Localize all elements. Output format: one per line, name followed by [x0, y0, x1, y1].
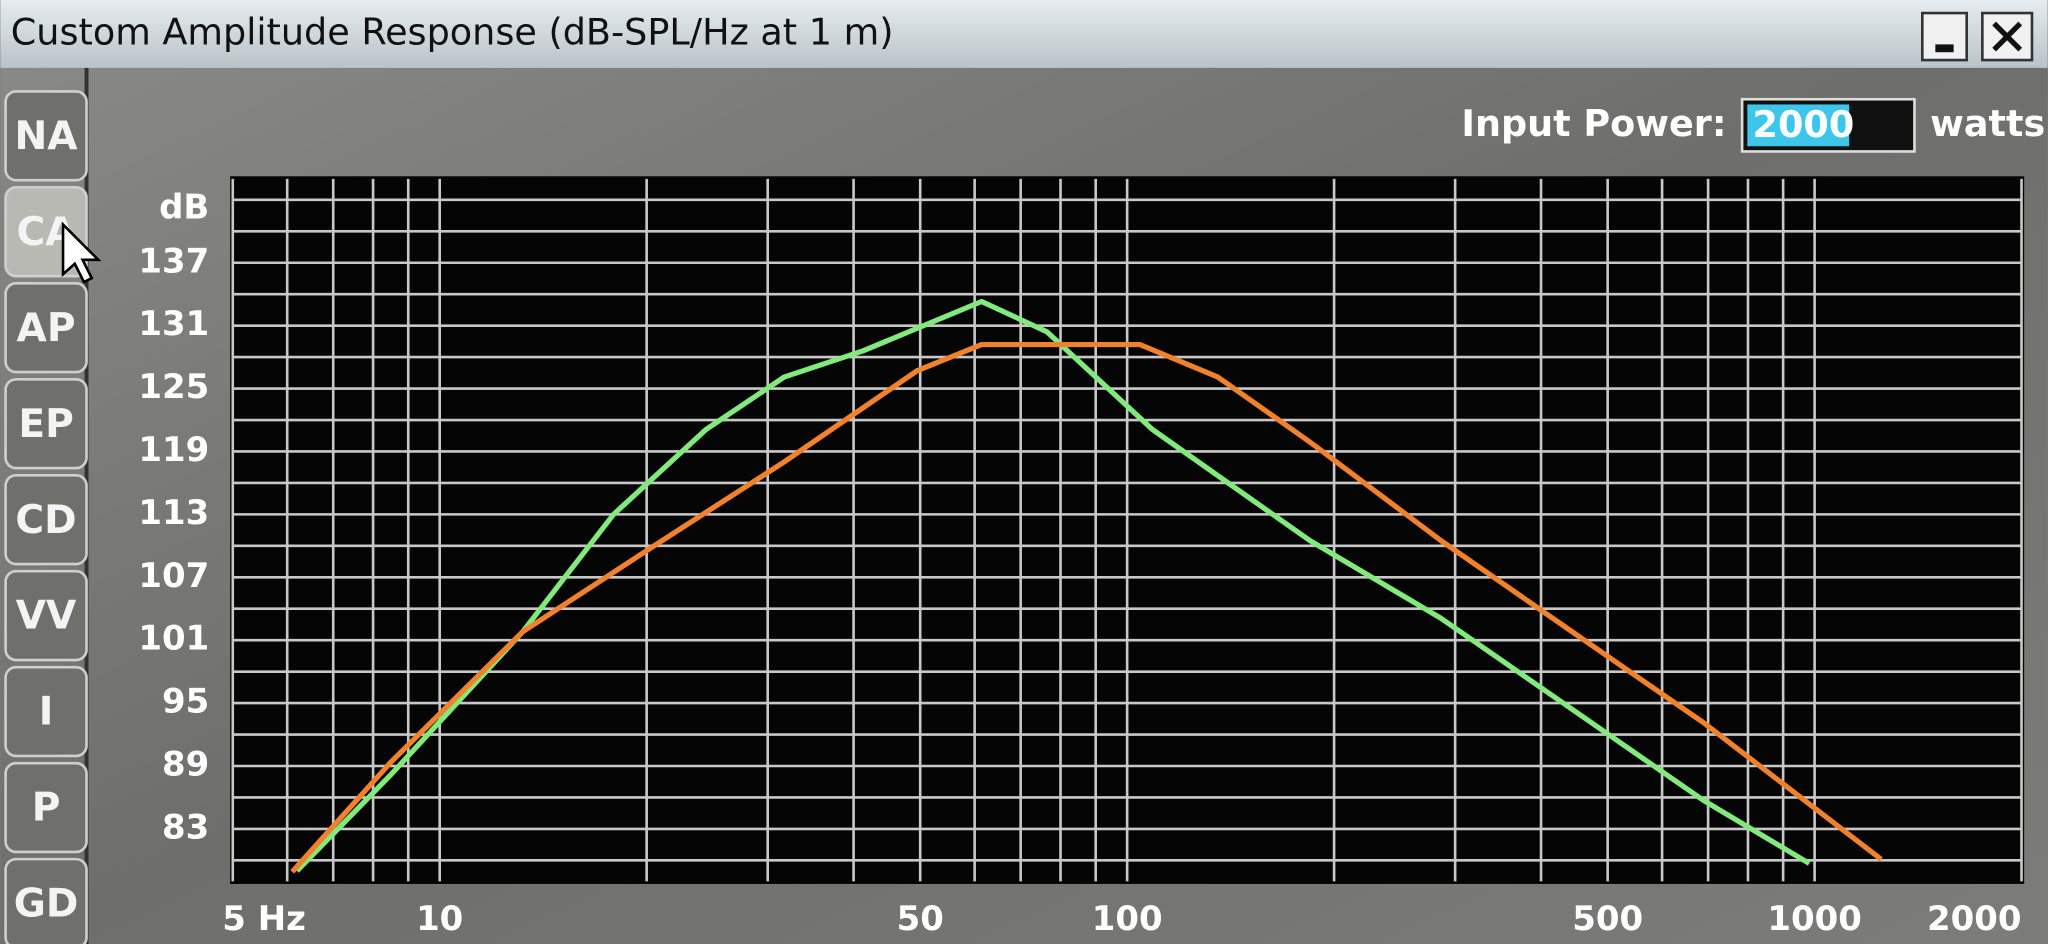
close-button[interactable] [1981, 11, 2034, 62]
input-power-unit: watts [1930, 102, 2045, 145]
x-tick-label: 100 [1092, 899, 1163, 939]
x-tick-label: 5 Hz [222, 899, 306, 939]
tab-button[interactable] [4, 761, 88, 854]
y-tick-label: 119 [138, 430, 209, 470]
tab-label[interactable]: CD [15, 498, 76, 543]
tab-label[interactable]: EP [18, 402, 73, 447]
y-tick-label: 137 [138, 241, 209, 281]
y-tick-label: 101 [138, 619, 209, 659]
x-tick-label: 50 [897, 899, 944, 939]
response-curve [290, 341, 1883, 874]
y-tick-label: 131 [138, 304, 209, 344]
tab-label[interactable]: AP [17, 306, 76, 351]
window-title: Custom Amplitude Response (dB-SPL/Hz at … [11, 10, 894, 53]
tab-label[interactable]: GD [14, 882, 79, 927]
minimize-icon [1935, 44, 1954, 53]
response-curve [295, 298, 1811, 873]
mouse-cursor [61, 221, 102, 284]
minimize-button[interactable] [1920, 11, 1968, 62]
tab-label[interactable]: VV [16, 594, 77, 639]
y-tick-label: 107 [138, 556, 209, 596]
tab-button[interactable] [4, 857, 88, 944]
x-tick-label: 2000 [1927, 899, 2021, 939]
close-icon [1992, 21, 2023, 52]
y-axis-label: dB [159, 187, 209, 227]
input-power-value[interactable]: 2000 [1753, 103, 1855, 146]
tab-button[interactable] [4, 569, 88, 662]
tab-label[interactable]: NA [15, 114, 79, 159]
chart: 83 89 95 101 107 113 119 125 131 137 5 Hz 10 50 100 50… [138, 178, 2023, 939]
tab-label[interactable]: P [32, 786, 61, 831]
input-selection [1747, 104, 1850, 147]
tab-button[interactable] [4, 90, 88, 182]
y-tick-label: 113 [138, 493, 209, 533]
x-tick-label: 1000 [1767, 899, 1861, 939]
tab-button[interactable] [4, 282, 88, 374]
y-tick-label: 83 [162, 807, 209, 847]
tab-button[interactable] [4, 473, 88, 566]
title-bar [0, 0, 2048, 68]
tab-label[interactable]: I [39, 690, 54, 735]
tab-button[interactable] [4, 377, 88, 470]
x-tick-label: 10 [416, 899, 463, 939]
x-tick-label: 500 [1572, 899, 1643, 939]
y-tick-label: 125 [138, 367, 209, 407]
input-power-label: Input Power: [1461, 102, 1726, 145]
tab-button[interactable] [4, 665, 88, 758]
y-tick-label: 95 [162, 682, 209, 722]
y-tick-label: 89 [162, 745, 209, 785]
